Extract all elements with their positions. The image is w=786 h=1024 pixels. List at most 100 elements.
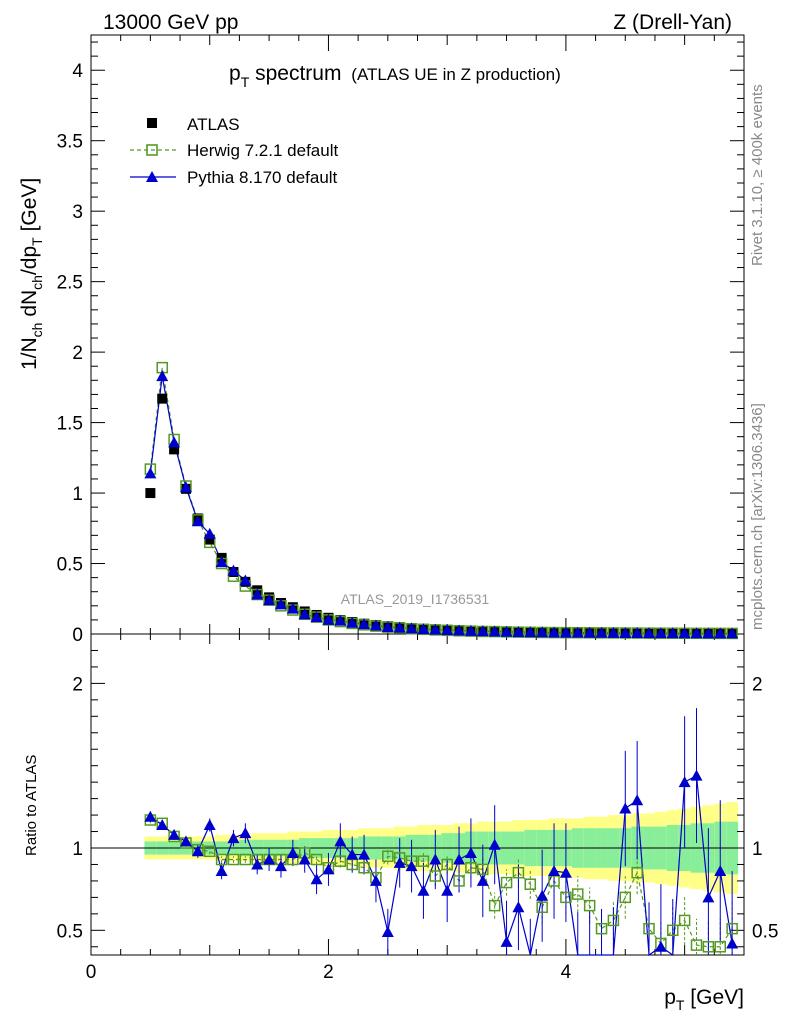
herwig-ratio-point	[334, 855, 347, 867]
herwig-ratio-point	[500, 876, 513, 889]
pythia-point	[417, 623, 430, 635]
xlabel-sub: T	[676, 997, 685, 1013]
pythia-point	[179, 481, 192, 493]
ylabel-sub1: ch	[29, 323, 45, 338]
data-marks	[144, 361, 739, 957]
pythia-point	[405, 622, 418, 634]
pythia-ratio-point	[346, 848, 359, 860]
pythia-point	[393, 621, 406, 633]
pythia-point	[239, 574, 252, 586]
pythia-ratio-point	[298, 853, 311, 865]
herwig-ratio-point	[583, 899, 596, 912]
legend: ATLAS Herwig 7.2.1 default Pythia 8.170 …	[130, 115, 338, 187]
pythia-point	[191, 515, 204, 527]
ratio-y-tick-label: 2	[72, 674, 83, 695]
pythia-ratio-point	[619, 802, 632, 814]
pythia-ratio-point	[654, 940, 667, 952]
main-y-axis-label: 1/Nch dNch/dpT [GeV]	[18, 178, 45, 370]
herwig-ratio-point	[465, 862, 477, 874]
x-axis-label: pT [GeV]	[664, 986, 744, 1013]
pythia-ratio-point	[144, 810, 157, 822]
pythia-ratio-point	[453, 853, 466, 865]
analysis-label: ATLAS_2019_I1736531	[341, 591, 490, 607]
pythia-point	[263, 594, 276, 606]
pythia-point	[595, 626, 608, 638]
herwig-ratio-point	[477, 863, 489, 876]
pythia-ratio-point	[203, 818, 216, 830]
pythia-point	[144, 467, 157, 479]
y-tick-label: 2	[72, 343, 83, 364]
pythia-point	[476, 625, 489, 637]
pythia-ratio-point	[168, 828, 181, 840]
y-tick-label: 3.5	[57, 132, 83, 153]
pythia-point	[488, 625, 501, 637]
legend-pythia-marker	[146, 171, 158, 182]
y-tick-label: 4	[72, 61, 83, 82]
xlabel-main: p	[664, 986, 676, 1009]
pythia-ratio-point	[548, 865, 561, 877]
pythia-ratio-point	[690, 769, 703, 781]
pythia-ratio-point	[251, 858, 264, 870]
pythia-ratio-point	[429, 853, 442, 865]
herwig-ratio-point	[310, 853, 323, 866]
header-left: 13000 GeV pp	[103, 11, 238, 34]
plot-title: pT spectrum (ATLAS UE in Z production)	[229, 62, 561, 90]
pythia-ratio-point	[536, 889, 549, 901]
herwig-ratio-point	[417, 855, 430, 867]
pythia-ratio-point	[239, 827, 252, 839]
y-tick-label: 0	[72, 625, 83, 646]
pythia-point	[334, 614, 347, 626]
pythia-point	[559, 626, 572, 638]
y-tick-label: 0.5	[57, 555, 83, 576]
legend-herwig-marker	[146, 144, 158, 156]
ylabel-sub2: ch	[29, 275, 45, 290]
pythia-ratio-point	[227, 832, 240, 844]
pythia-point	[643, 627, 656, 639]
herwig-ratio-point	[441, 858, 453, 871]
pythia-point	[607, 626, 620, 638]
pythia-point	[631, 627, 644, 639]
pythia-point	[322, 613, 335, 625]
herwig-ratio-point	[203, 845, 216, 858]
plot-title-main: p	[229, 62, 241, 85]
pythia-ratio-point	[726, 937, 739, 949]
y-tick-label: 1	[72, 484, 83, 505]
herwig-ratio-point	[512, 866, 525, 879]
pythia-ratio-point	[156, 818, 169, 830]
atlas-point	[204, 534, 215, 545]
pythia-ratio-point	[381, 925, 394, 937]
herwig-ratio-point	[215, 853, 228, 866]
pythia-point	[536, 626, 549, 638]
y-tick-label: 3	[72, 202, 83, 223]
pythia-ratio-point	[678, 776, 691, 788]
pythia-point	[310, 611, 323, 623]
atlas-point	[145, 488, 156, 499]
ylabel-unit: [GeV]	[18, 178, 41, 238]
plot-title-paren: (ATLAS UE in Z production)	[351, 65, 560, 84]
pythia-point	[453, 624, 466, 636]
pythia-point	[690, 627, 703, 639]
herwig-ratio-line	[150, 819, 733, 948]
pythia-ratio-point	[393, 856, 406, 868]
pythia-point	[654, 627, 667, 639]
herwig-ratio-point	[726, 922, 738, 935]
herwig-ratio-point	[382, 850, 394, 862]
ylabel-sub3: T	[29, 237, 45, 246]
herwig-ratio-point	[678, 914, 691, 927]
ratio-y-tick-label: 0.5	[57, 921, 83, 942]
pythia-ratio-point	[274, 860, 287, 872]
ratio-y-tick-label-right: 2	[752, 674, 763, 695]
herwig-ratio-point	[714, 941, 727, 953]
y-tick-label: 2.5	[57, 273, 83, 294]
pythia-point	[464, 624, 477, 636]
x-tick-label: 2	[323, 962, 334, 983]
pythia-point	[512, 626, 525, 638]
pythia-point	[666, 627, 679, 639]
plot-title-sub: T	[241, 74, 250, 90]
pythia-ratio-point	[310, 873, 323, 885]
herwig-ratio-point	[667, 924, 679, 937]
legend-atlas-marker	[147, 118, 157, 128]
pythia-point	[619, 626, 632, 638]
